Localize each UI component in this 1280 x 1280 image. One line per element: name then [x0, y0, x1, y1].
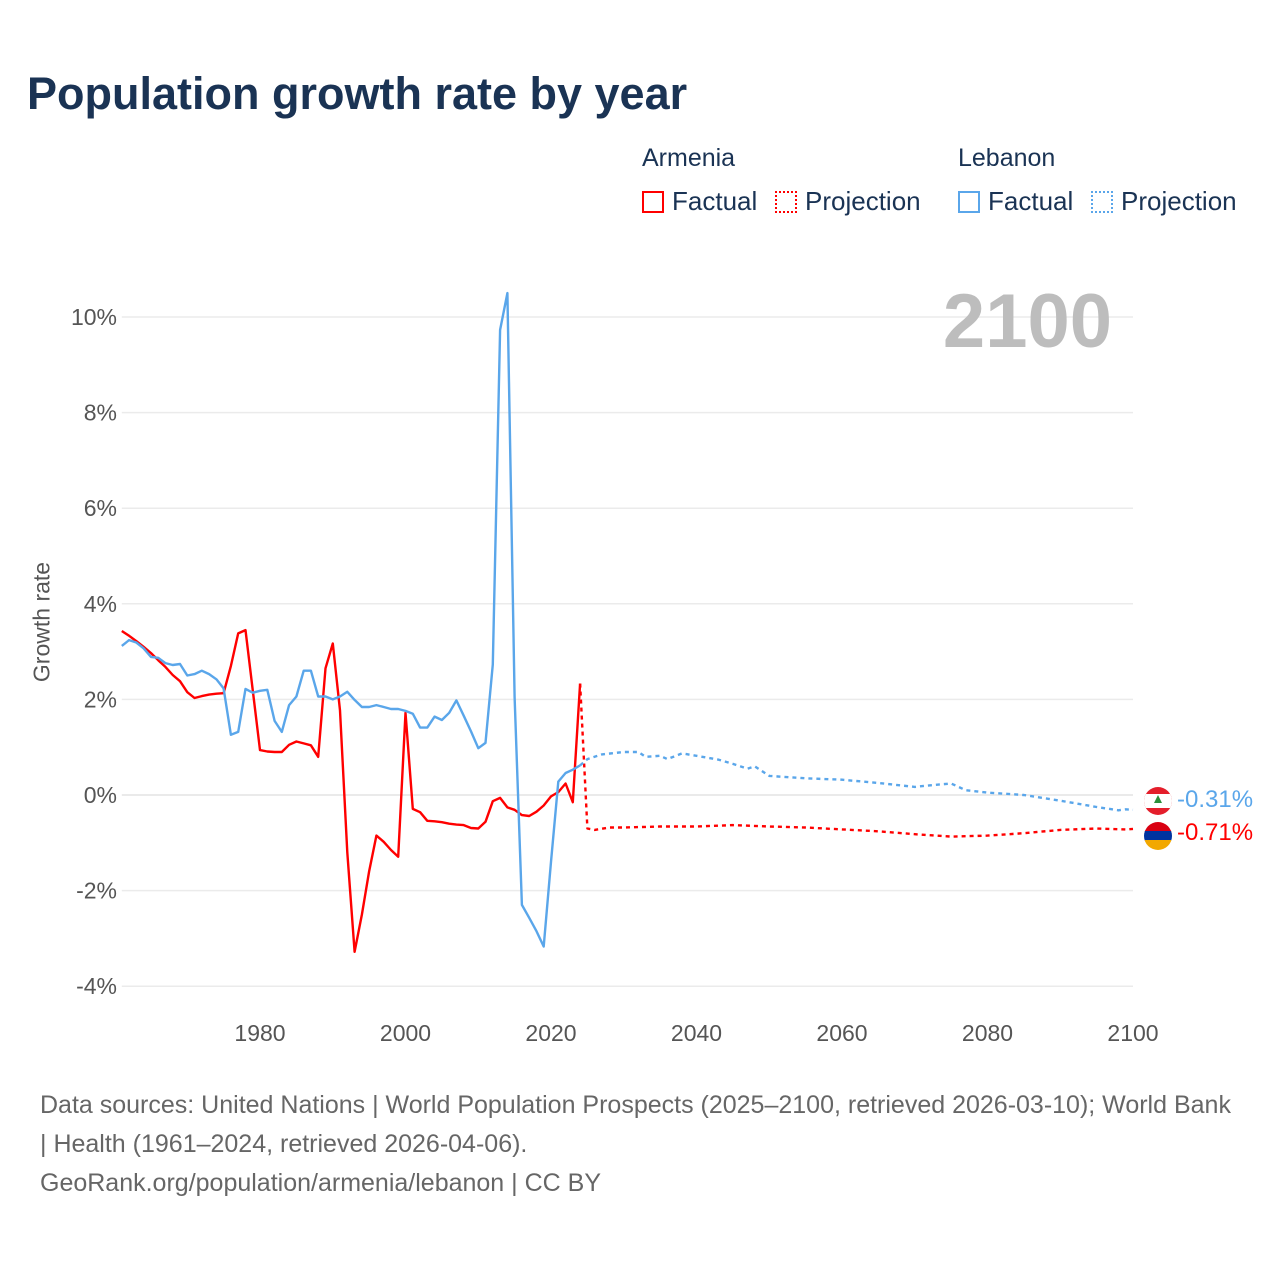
y-tick-label: 4%: [84, 591, 117, 617]
x-tick-label: 2000: [380, 1020, 431, 1046]
y-axis-label: Growth rate: [28, 561, 55, 683]
legend-armenia-projection[interactable]: Projection: [775, 186, 921, 217]
legend-label: Projection: [1121, 186, 1237, 216]
legend-label: Factual: [672, 186, 758, 216]
y-tick-label: -2%: [76, 878, 117, 904]
series-line-lebanon-projection: [579, 750, 1134, 812]
chart-title: Population growth rate by year: [27, 68, 688, 119]
legend-swatch-solid: [958, 190, 980, 213]
data-sources: Data sources: United Nations | World Pop…: [40, 1091, 1231, 1158]
x-tick-label: 2080: [962, 1020, 1013, 1046]
y-tick-label: 10%: [71, 304, 117, 330]
legend-swatch-solid: [642, 190, 664, 213]
legend-lebanon-factual[interactable]: Factual: [958, 186, 1073, 217]
series-line-armenia-projection: [578, 683, 1134, 838]
series-line-lebanon-factual: [121, 291, 581, 948]
y-tick-label: 2%: [84, 686, 117, 712]
legend-lebanon-projection[interactable]: Projection: [1091, 186, 1237, 217]
legend-group-lebanon: Lebanon: [958, 144, 1056, 172]
x-tick-label: 2040: [671, 1020, 722, 1046]
y-tick-label: -4%: [76, 973, 117, 999]
legend-armenia-factual[interactable]: Factual: [642, 186, 757, 217]
y-tick-label: 6%: [84, 495, 117, 521]
credit-link[interactable]: GeoRank.org/population/armenia/lebanon |…: [40, 1169, 601, 1197]
legend-swatch-dotted: [775, 190, 797, 213]
current-year-label: 2100: [942, 279, 1112, 364]
y-tick-label: 8%: [84, 400, 117, 426]
legend-label: Factual: [988, 186, 1074, 216]
x-tick-label: 1980: [234, 1020, 285, 1046]
legend-label: Projection: [805, 186, 921, 216]
y-tick-label: 0%: [84, 782, 117, 808]
footer: Data sources: United Nations | World Pop…: [40, 1086, 1240, 1203]
end-label-armenia: -0.71%: [1177, 819, 1254, 846]
legend-swatch-dotted: [1091, 190, 1113, 213]
end-label-lebanon: -0.31%: [1177, 786, 1254, 813]
x-tick-label: 2100: [1107, 1020, 1158, 1046]
series-line-armenia-factual: [121, 628, 582, 953]
x-tick-label: 2060: [816, 1020, 867, 1046]
x-tick-label: 2020: [525, 1020, 576, 1046]
legend-group-armenia: Armenia: [642, 144, 736, 172]
